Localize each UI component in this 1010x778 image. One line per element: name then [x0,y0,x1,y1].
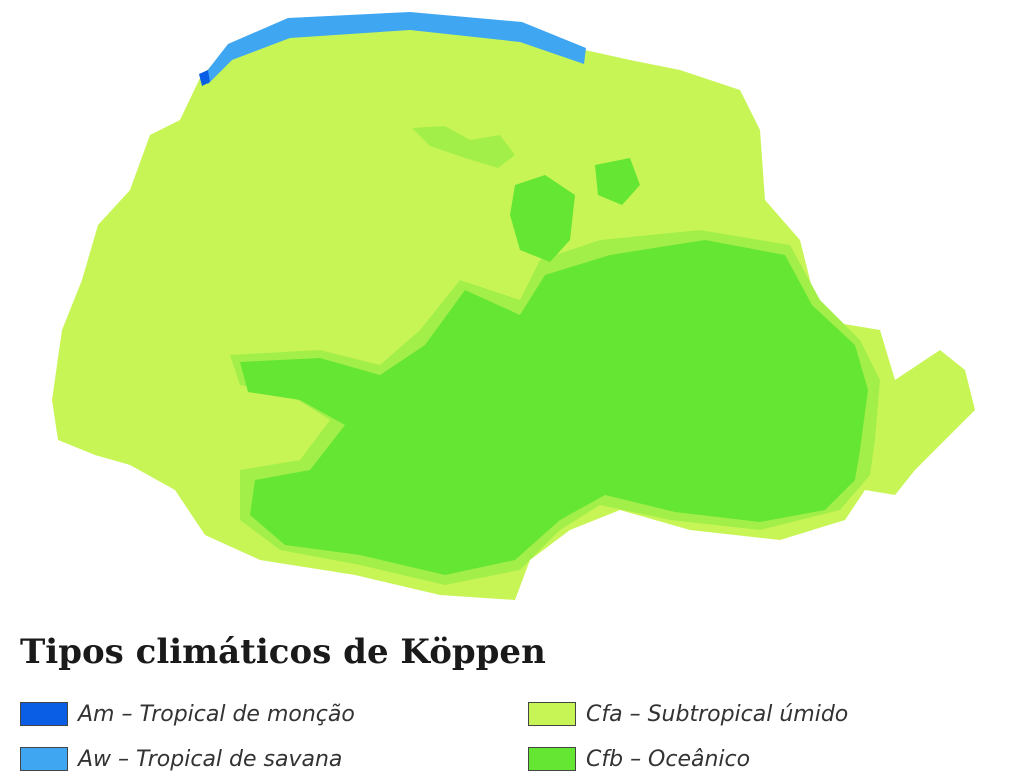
legend-item-aw: Aw – Tropical de savana [20,744,342,774]
legend-swatch-aw [20,747,68,771]
legend-item-cfa: Cfa – Subtropical úmido [528,699,848,729]
region-am [199,70,210,86]
legend-swatch-cfb [528,747,576,771]
legend-swatch-am [20,702,68,726]
legend-label-aw: Aw – Tropical de savana [78,746,343,772]
climate-map [52,12,975,600]
legend-label-am: Am – Tropical de monção [78,701,355,727]
legend-label-cfa: Cfa – Subtropical úmido [586,701,849,727]
region-aw [200,12,586,84]
region-cfb [240,240,868,575]
legend-label-cfb: Cfb – Oceânico [586,746,751,772]
legend-item-cfb: Cfb – Oceânico [528,744,750,774]
region-transition-north [412,126,515,168]
legend-swatch-cfa [528,702,576,726]
legend-item-am: Am – Tropical de monção [20,699,355,729]
region-cfb-northeast [595,158,640,205]
region-cfb-north [510,175,575,262]
legend-title: Tipos climáticos de Köppen [20,632,546,672]
